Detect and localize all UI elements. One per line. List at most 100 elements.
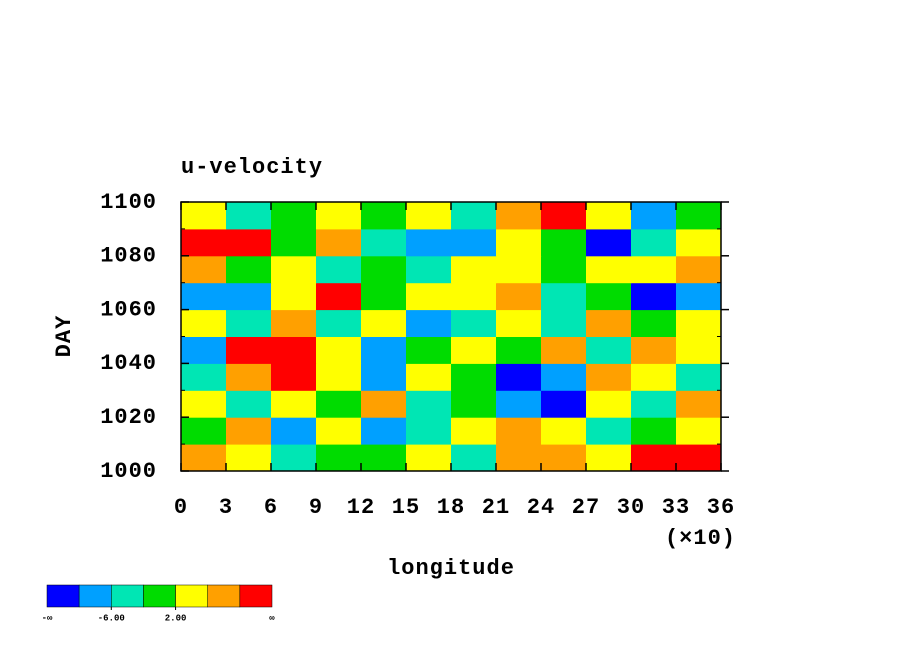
x-tick-label: 9	[309, 495, 323, 520]
heat-cell	[271, 444, 317, 472]
x-tick-label: 30	[617, 495, 645, 520]
heat-cell	[316, 390, 362, 418]
heat-cell	[676, 390, 722, 418]
heat-cell	[406, 202, 452, 230]
colorbar-tick-label: 2.00	[165, 613, 187, 623]
heat-cell	[676, 282, 722, 311]
heat-cell	[181, 255, 227, 284]
heat-cell	[496, 202, 542, 230]
colorbar-swatch	[239, 584, 273, 608]
heat-cell	[226, 202, 272, 230]
heat-cell	[316, 444, 362, 472]
heat-cell	[181, 363, 227, 391]
x-tick-label: 27	[572, 495, 600, 520]
heat-cell	[226, 444, 272, 472]
y-tick-label: 1000	[100, 459, 157, 484]
heat-cell	[181, 282, 227, 311]
heat-cell	[541, 390, 587, 418]
x-tick-label: 0	[174, 495, 188, 520]
heat-cell	[271, 417, 317, 445]
heat-cell	[406, 309, 452, 337]
heat-cell	[496, 255, 542, 284]
heat-cell	[406, 363, 452, 391]
heat-cell	[541, 202, 587, 230]
heat-cell	[271, 202, 317, 230]
colorbar-swatch	[78, 584, 112, 608]
heat-cell	[316, 255, 362, 284]
heat-cell	[541, 336, 587, 364]
heat-cell	[496, 444, 542, 472]
heat-cell	[361, 336, 407, 364]
heat-cell	[226, 228, 272, 257]
colorbar-swatch	[207, 584, 241, 608]
heat-cell	[676, 363, 722, 391]
heat-cell	[586, 309, 632, 337]
heat-cell	[316, 417, 362, 445]
heat-cell	[361, 228, 407, 257]
x-multiplier: (×10)	[665, 526, 736, 551]
heat-cell	[631, 444, 677, 472]
heat-cell	[316, 309, 362, 337]
heat-cell	[451, 444, 497, 472]
heat-cell	[496, 336, 542, 364]
heat-cell	[541, 444, 587, 472]
heat-cell	[271, 336, 317, 364]
x-tick-label: 36	[707, 495, 735, 520]
heat-cell	[631, 282, 677, 311]
heat-cell	[586, 444, 632, 472]
heat-cell	[676, 228, 722, 257]
heat-cell	[496, 309, 542, 337]
heat-cell	[271, 309, 317, 337]
heat-cell	[361, 363, 407, 391]
y-tick-label: 1080	[100, 244, 157, 269]
chart-title: u-velocity	[181, 155, 323, 180]
heat-cell	[451, 202, 497, 230]
heat-cell	[631, 363, 677, 391]
heat-cell	[406, 390, 452, 418]
x-tick-label: 33	[662, 495, 690, 520]
heat-cell	[316, 202, 362, 230]
heat-cell	[631, 390, 677, 418]
heat-cell	[541, 282, 587, 311]
x-tick-label: 24	[527, 495, 555, 520]
heat-cell	[451, 336, 497, 364]
heat-cell	[271, 390, 317, 418]
heat-cell	[406, 228, 452, 257]
x-tick-label: 6	[264, 495, 278, 520]
heat-cell	[226, 255, 272, 284]
heat-cell	[496, 363, 542, 391]
heat-cell	[676, 417, 722, 445]
heat-cell	[586, 255, 632, 284]
heat-cell	[316, 228, 362, 257]
heat-cell	[541, 255, 587, 284]
heat-cell	[181, 444, 227, 472]
heat-cell	[676, 336, 722, 364]
heat-cell	[676, 444, 722, 472]
colorbar-swatch	[46, 584, 80, 608]
heat-cell	[361, 417, 407, 445]
heat-cell	[586, 417, 632, 445]
heat-cell	[496, 417, 542, 445]
heat-cell	[361, 390, 407, 418]
heat-cell	[271, 363, 317, 391]
heat-cell	[181, 336, 227, 364]
heat-cell	[586, 228, 632, 257]
heat-cell	[631, 336, 677, 364]
heat-cell	[676, 255, 722, 284]
heat-cell	[586, 336, 632, 364]
x-axis-label: longitude	[387, 556, 515, 581]
colorbar-tick-label: -6.00	[98, 613, 125, 623]
heat-cell	[361, 202, 407, 230]
heat-cell	[226, 336, 272, 364]
heat-cell	[541, 363, 587, 391]
colorbar-max-label: ∞	[269, 613, 275, 623]
heat-cell	[361, 309, 407, 337]
y-axis-label: DAY	[52, 315, 77, 358]
colorbar-swatch	[143, 584, 176, 608]
heat-cell	[451, 282, 497, 311]
heat-cell	[181, 202, 227, 230]
heat-cell	[181, 417, 227, 445]
heat-cell	[406, 444, 452, 472]
heat-cell	[631, 202, 677, 230]
